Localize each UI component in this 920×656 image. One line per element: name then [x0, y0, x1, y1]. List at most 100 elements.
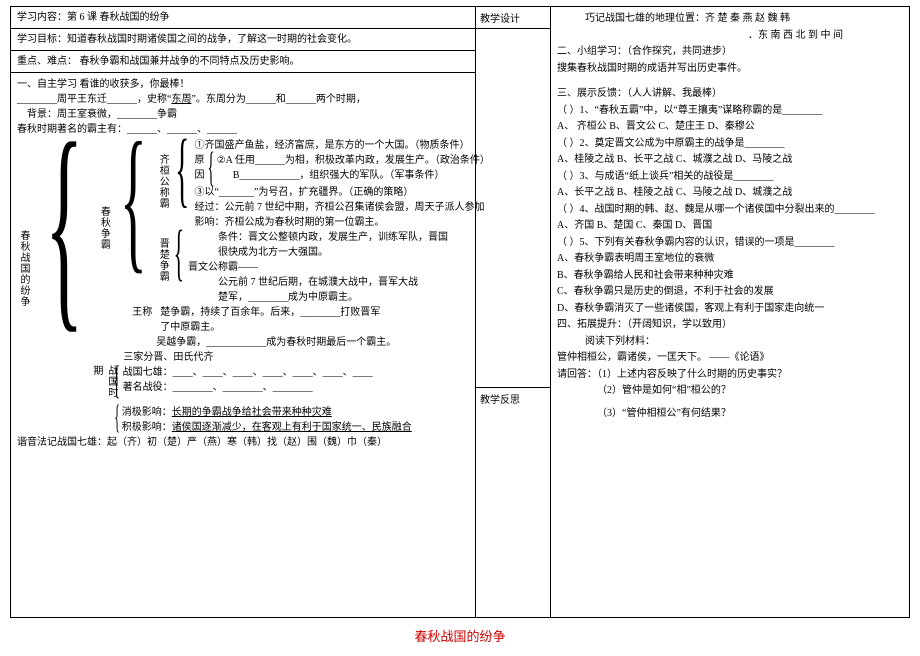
reason-items: ②A 任用______为相，积极改革内政，发展生产。（政治条件） B______…	[217, 153, 490, 185]
q1: （ ）1、“春秋五霸”中，以“尊王攘夷”谋略称霸的是________	[557, 103, 903, 119]
left-column: 学习内容：第 6 课 春秋战国的纷争 学习目标：知道春秋战国时期诸侯国之间的战争…	[11, 7, 476, 617]
q2: （ ）2、奠定晋文公成为中原霸主的战争是________	[557, 136, 903, 152]
chunqiu-vlabel-text: 春秋争霸	[96, 206, 111, 250]
answer-1: 请回答：（1）上述内容反映了什么时期的历史事实？	[557, 367, 903, 383]
q1-opts: A、 齐桓公 B、晋文公 C、楚庄王 D、秦穆公	[557, 119, 903, 135]
reason-2b: B____________，组织强大的军队。（军事条件）	[217, 168, 490, 183]
jin-proc-label: 晋文公称霸——	[188, 260, 448, 275]
outline-tree: 春秋战国的纷争 { 春秋争霸 { 齐桓公称霸 { ①齐国盛产鱼盐，经济富庶，是东…	[17, 138, 469, 435]
jinchu-vlabel-text: 晋楚争霸	[155, 238, 170, 282]
chunqiu-vlabel: 春秋争霸	[97, 138, 110, 318]
self-study-heading: 一、自主学习 看谁的收获多，你最棒！	[17, 77, 469, 92]
jinchu-content: 条件：晋文公整顿内政，发展生产，训练军队，晋国 很快成为北方一大强国。 晋文公称…	[188, 230, 448, 305]
sanfen-line: 三家分晋、田氏代齐	[97, 350, 489, 365]
jin-cond-row: 条件：晋文公整顿内政，发展生产，训练军队，晋国 很快成为北方一大强国。	[188, 230, 448, 260]
chu-ba: 楚争霸，持续了百余年。后来，________打败晋军	[152, 305, 380, 320]
zhanguo7: 战国七雄：____、____、____、____、____、____、____	[123, 365, 373, 380]
show-title: 三、展示反馈：（人人讲解、我最棒）	[557, 86, 903, 102]
neg-label: 消极影响：	[122, 407, 172, 418]
qihuan-vlabel-text: 齐桓公称霸	[155, 154, 170, 209]
q4-opts: A、齐国 B、楚国 C、秦国 D、晋国	[557, 218, 903, 234]
read-label: 阅读下列材料：	[557, 334, 903, 350]
brace-reason-icon: {	[207, 153, 214, 185]
jinchu-block: 晋楚争霸 { 条件：晋文公整顿内政，发展生产，训练军队，晋国 很快成为北方一大强…	[156, 230, 490, 305]
neg-text: 长期的争霸战争给社会带来种种灾难	[172, 407, 332, 418]
jinchu-vlabel: 晋楚争霸	[156, 230, 169, 290]
footer-title: 春秋战国的纷争	[0, 626, 920, 645]
right-column: 巧记战国七雄的地理位置：齐 楚 秦 燕 赵 魏 韩 ．东 南 西 北 到 中 间…	[551, 7, 909, 617]
study-goal-text: 学习目标：知道春秋战国时期诸侯国之间的战争，了解这一时期的社会变化。	[17, 34, 357, 45]
q5-a: A、春秋争霸表明周王室地位的衰微	[557, 251, 903, 267]
pos-text: 诸侯国逐渐减少，在客观上有利于国家统一、民族融合	[172, 422, 412, 433]
tree-body: 春秋争霸 { 齐桓公称霸 { ①齐国盛产鱼盐，经济富庶，是东方的一个大国。（物质…	[97, 138, 489, 435]
worksheet-page: 学习内容：第 6 课 春秋战国的纷争 学习目标：知道春秋战国时期诸侯国之间的战争…	[10, 6, 910, 618]
pos-impact: 积极影响：诸侯国逐渐减少，在客观上有利于国家统一、民族融合	[122, 420, 412, 435]
q5-c: C、春秋争霸只是历史的倒退，不利于社会的发展	[557, 284, 903, 300]
mnemonic-line: 谐音法记战国七雄：起（齐）初（楚）严（燕）寒（韩）找（赵）围（魏）巾（秦）	[17, 435, 469, 450]
design-label-cell: 教学设计	[476, 7, 550, 29]
famous-hegemonists: 春秋时期著名的霸主有：______、______、______	[17, 122, 469, 137]
zhanguo-block: 战国时期 { 战国七雄：____、____、____、____、____、___…	[97, 365, 489, 405]
study-goal-row: 学习目标：知道春秋战国时期诸侯国之间的战争，了解这一时期的社会变化。	[11, 29, 475, 51]
brace-main-icon: {	[45, 138, 84, 435]
geo-dir: ．东 南 西 北 到 中 间	[557, 28, 903, 44]
chunqiu-block: 春秋争霸 { 齐桓公称霸 { ①齐国盛产鱼盐，经济富庶，是东方的一个大国。（物质…	[97, 138, 489, 350]
reason-2a: ②A 任用______为相，积极改革内政，发展生产。（政治条件）	[217, 153, 490, 168]
chu-content: 楚争霸，持续了百余年。后来，________打败晋军 了中原霸主。	[152, 305, 380, 335]
qihuan-vlabel: 齐桓公称霸	[156, 138, 169, 224]
dongzhou-tail: ”。东周分为______和______两个时期，	[191, 94, 365, 105]
qihuan-block: 齐桓公称霸 { ①齐国盛产鱼盐，经济富庶，是东方的一个大国。（物质条件） 原因 …	[156, 138, 490, 230]
jin-proc2: 公元前 7 世纪后期，在城濮大战中，晋军大战	[188, 275, 448, 290]
design-label: 教学设计	[480, 14, 520, 25]
reason-row: 原因 { ②A 任用______为相，积极改革内政，发展生产。（政治条件） B_…	[195, 153, 490, 185]
q3-opts: A、长平之战 B、桂陵之战 C、马陵之战 D、城濮之战	[557, 185, 903, 201]
zhanguo-vlabel: 战国时期	[97, 365, 110, 405]
group-study: 二、小组学习：（合作探究，共同进步）	[557, 44, 903, 60]
strategy-line: ③以“_______”为号召，扩充疆界。（正确的策略）	[195, 185, 490, 200]
qi-advantage: ①齐国盛产鱼盐，经济富庶，是东方的一个大国。（物质条件）	[195, 138, 490, 153]
dongzhou-underline: 东周	[171, 94, 191, 105]
qihuan-content: ①齐国盛产鱼盐，经济富庶，是东方的一个大国。（物质条件） 原因 { ②A 任用_…	[195, 138, 490, 230]
dongzhou-line: ________周平王东迁______，史称“东周”。东周分为______和__…	[17, 92, 469, 107]
process-line: 经过：公元前 7 世纪中期，齐桓公召集诸侯会盟，周天子派人参加	[195, 200, 490, 215]
chu-ba2: 了中原霸主。	[152, 320, 380, 335]
lunyu-line: 管仲相桓公，霸诸侯，一匡天下。 ——《论语》	[557, 350, 903, 366]
jin-cond: 条件：晋文公整顿内政，发展生产，训练军队，晋国	[218, 230, 448, 245]
jin-cond2: 很快成为北方一大强国。	[218, 245, 448, 260]
pos-label: 积极影响：	[122, 422, 172, 433]
key-points-text: 重点、难点： 春秋争霸和战国兼并战争的不同特点及历史影响。	[17, 56, 300, 67]
q5: （ ）5、下列有关春秋争霸内容的认识，错误的一项是________	[557, 235, 903, 251]
answer-2: （2）管仲是如何“相”桓公的？	[557, 383, 903, 399]
reason-label: 原因	[195, 153, 205, 185]
study-content-label: 学习内容：第 6 课 春秋战国的纷争	[17, 12, 170, 23]
jin-cond-wrap: 条件：晋文公整顿内政，发展生产，训练军队，晋国 很快成为北方一大强国。	[188, 230, 448, 260]
wang-cheng-row: 王称 楚争霸，持续了百余年。后来，________打败晋军 了中原霸主。	[156, 305, 490, 335]
key-points-row: 重点、难点： 春秋争霸和战国兼并战争的不同特点及历史影响。	[11, 51, 475, 73]
brace-chunqiu-icon: {	[120, 138, 147, 350]
impact-content: 消极影响：长期的争霸战争给社会带来种种灾难 积极影响：诸侯国逐渐减少，在客观上有…	[122, 405, 412, 435]
zhanguo-content: 战国七雄：____、____、____、____、____、____、____ …	[123, 365, 373, 405]
wuyue-line: 吴越争霸，____________成为春秋时期最后一个霸主。	[156, 335, 490, 350]
brace-jinchu-icon: {	[174, 230, 184, 305]
left-main-content: 一、自主学习 看谁的收获多，你最棒！ ________周平王东迁______，史…	[11, 73, 475, 617]
brace-impact-icon: {	[115, 405, 121, 435]
brace-qihuan-icon: {	[175, 138, 189, 230]
q3: （ ）3、与成语“纸上谈兵”相关的战役是________	[557, 169, 903, 185]
collect-line: 搜集春秋战国时期的成语并写出历史事件。	[557, 61, 903, 77]
study-content-row: 学习内容：第 6 课 春秋战国的纷争	[11, 7, 475, 29]
famous-battle: 著名战役：________、________、________	[123, 380, 373, 395]
geo-line: 巧记战国七雄的地理位置：齐 楚 秦 燕 赵 魏 韩	[557, 11, 903, 27]
impact-block: { 消极影响：长期的争霸战争给社会带来种种灾难 积极影响：诸侯国逐渐减少，在客观…	[97, 405, 489, 435]
main-vlabel-text: 春秋战国的纷争	[16, 230, 31, 307]
answer-3: （3）“管仲相桓公”有何结果？	[557, 406, 903, 422]
background-line: 背景：周王室衰微，________争霸	[17, 107, 469, 122]
main-vertical-label: 春秋战国的纷争	[17, 138, 30, 398]
neg-impact: 消极影响：长期的争霸战争给社会带来种种灾难	[122, 405, 412, 420]
jin-proc3: 楚军，________成为中原霸主。	[188, 290, 448, 305]
q2-opts: A、桂陵之战 B、长平之战 C、城濮之战 D、马陵之战	[557, 152, 903, 168]
effect-line: 影响：齐桓公成为春秋时期的第一位霸主。	[195, 215, 490, 230]
ext-title: 四、拓展提升：（开阔知识，学以致用）	[557, 317, 903, 333]
move-east-text: ________周平王东迁______，史称“	[17, 94, 171, 105]
q5-d: D、春秋争霸消灭了一些诸侯国，客观上有利于国家走向统一	[557, 301, 903, 317]
q5-b: B、春秋争霸给人民和社会带来种种灾难	[557, 268, 903, 284]
